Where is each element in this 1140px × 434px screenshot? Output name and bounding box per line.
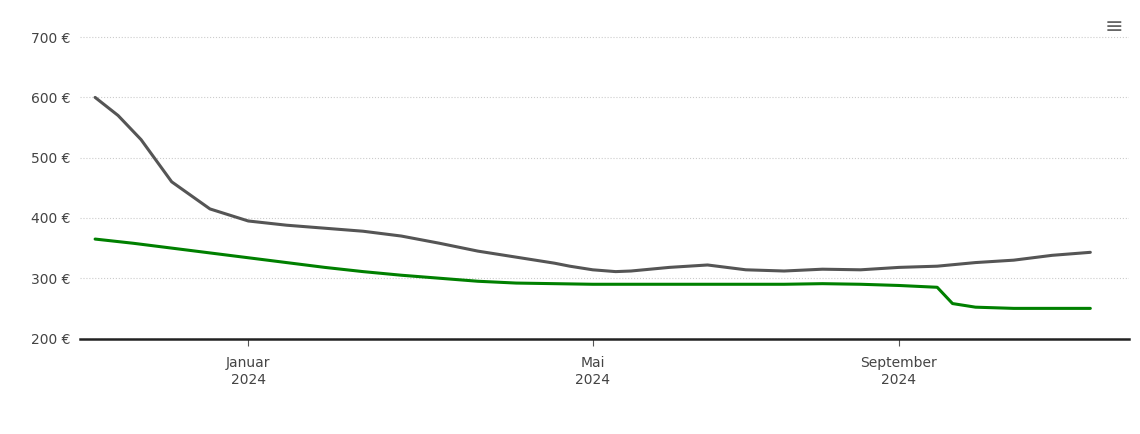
Text: ≡: ≡ (1105, 17, 1123, 37)
Text: 2024: 2024 (881, 373, 917, 387)
Text: September: September (861, 356, 937, 371)
Text: 2024: 2024 (230, 373, 266, 387)
Text: Mai: Mai (580, 356, 605, 371)
Text: Januar: Januar (226, 356, 270, 371)
Text: 2024: 2024 (576, 373, 610, 387)
